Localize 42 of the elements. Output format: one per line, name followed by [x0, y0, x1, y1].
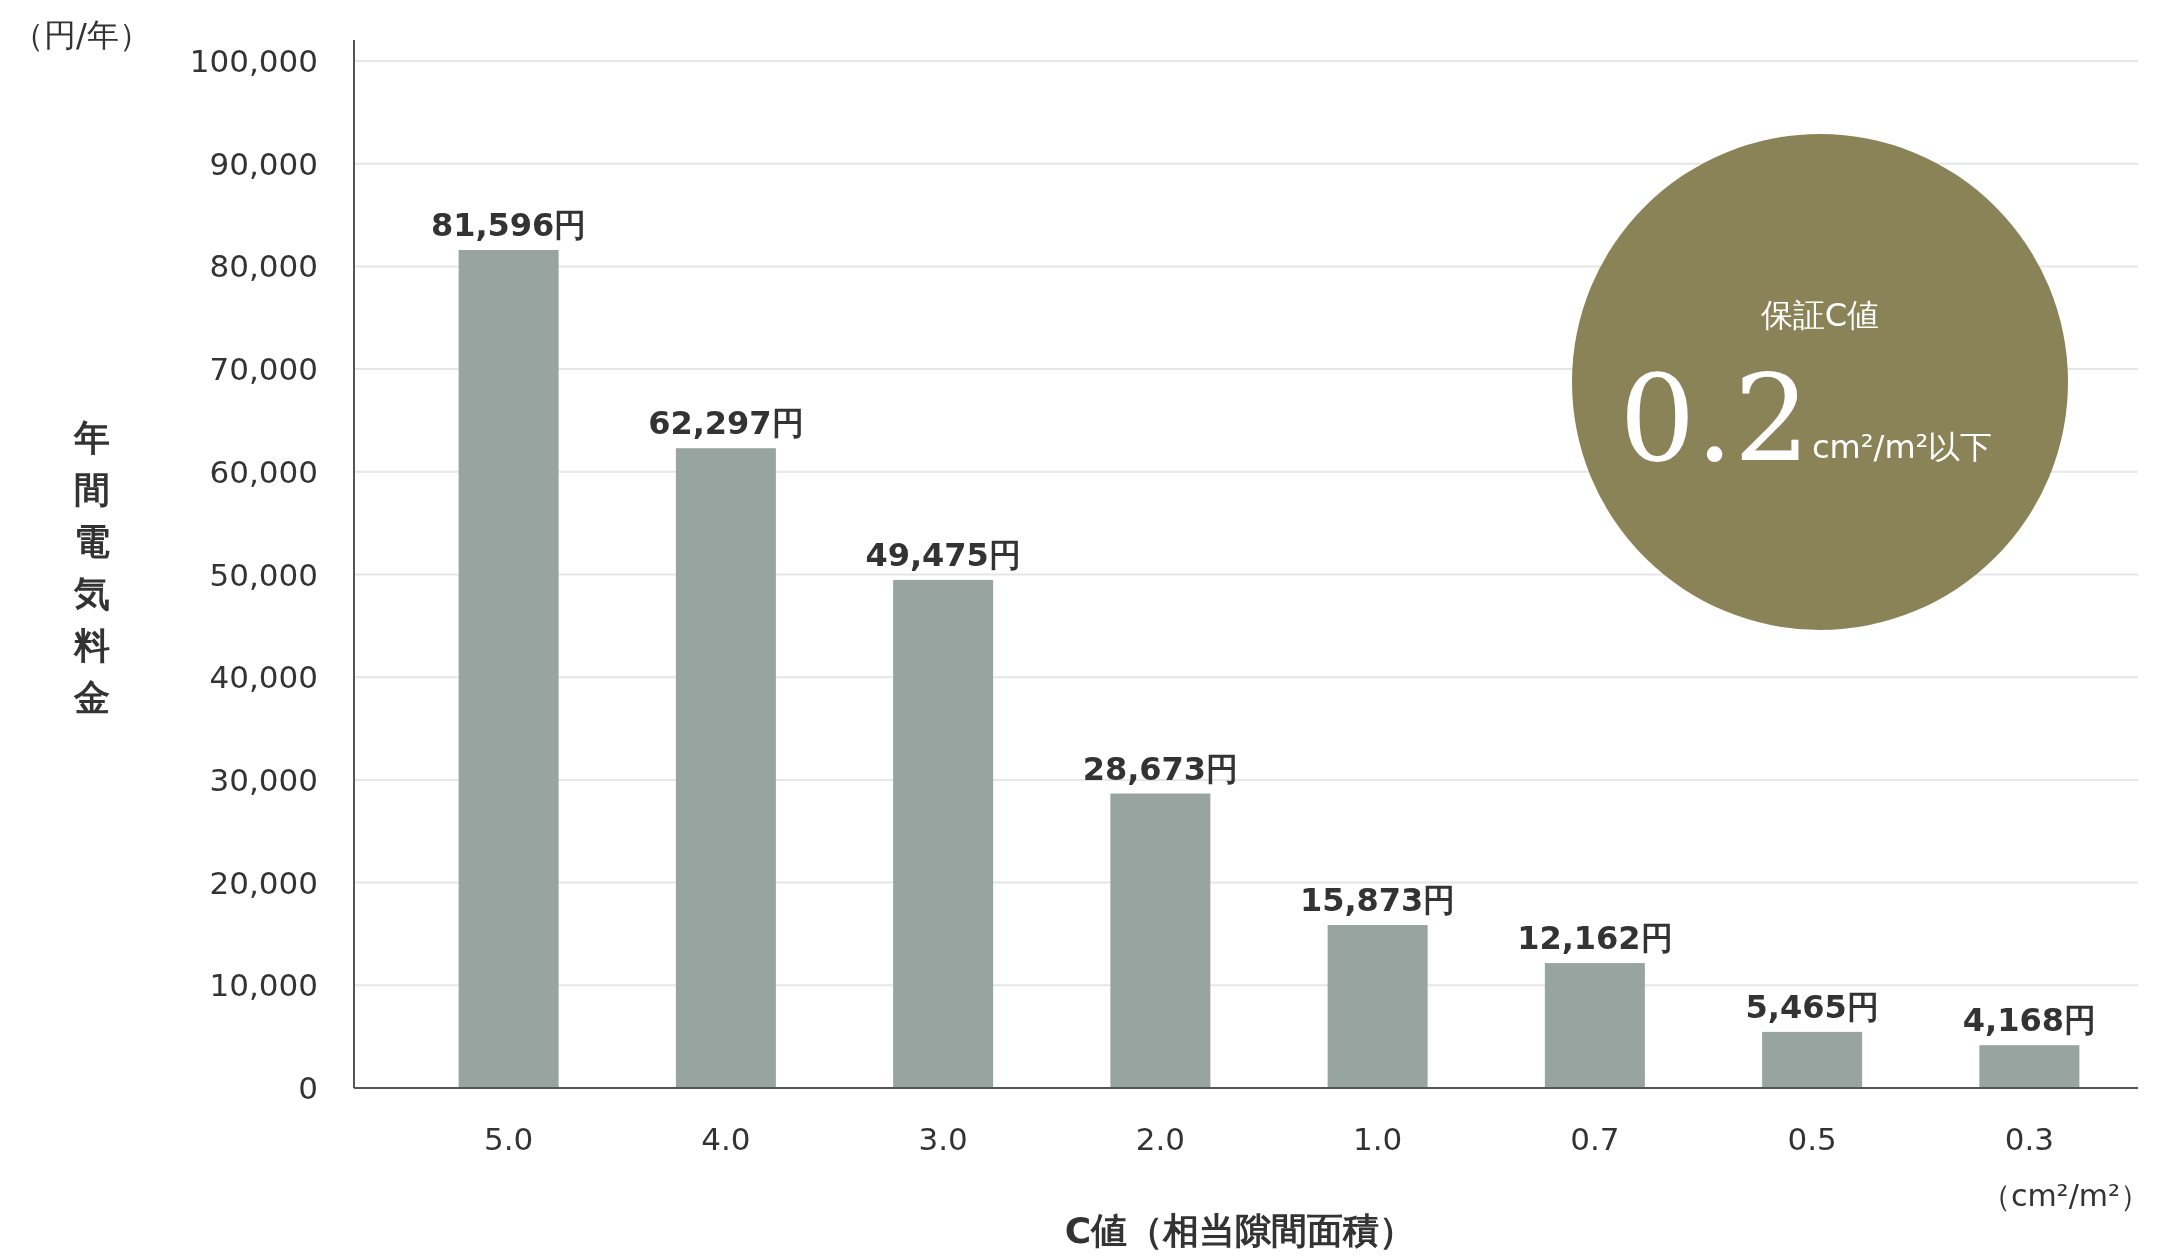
- bar: [1979, 1045, 2080, 1088]
- y-tick-label: 80,000: [209, 248, 318, 285]
- text: （cm²/m²）: [1980, 1178, 2150, 1213]
- bar: [1544, 963, 1645, 1088]
- y-tick-label: 50,000: [209, 556, 318, 593]
- data-label: 15,873円: [1299, 880, 1456, 919]
- y-tick-label: 90,000: [209, 145, 318, 182]
- y-tick-label: 100,000: [189, 43, 318, 79]
- y-axis-title: 年間電気料金: [73, 417, 110, 718]
- annotation: 保証C値: [1760, 296, 1880, 334]
- bar: [1762, 1031, 1863, 1088]
- data-label: 28,673円: [1082, 749, 1239, 788]
- bar: [675, 448, 776, 1088]
- y-tick-label: 20,000: [209, 864, 318, 901]
- annotation: 0.2: [1619, 349, 1810, 488]
- y-tick-label: 10,000: [209, 967, 318, 1004]
- y-tick-label: 30,000: [209, 761, 318, 798]
- text: （円/年）: [12, 16, 151, 54]
- data-label: 4,168円: [1962, 1001, 2096, 1040]
- x-tick-label: 3.0: [918, 1121, 968, 1157]
- x-tick-label: 0.5: [1787, 1121, 1837, 1157]
- data-label: 5,465円: [1745, 987, 1879, 1026]
- x-tick-label: 5.0: [483, 1121, 534, 1157]
- x-axis-title: C値（相当隙間面積）: [1064, 1210, 1416, 1251]
- y-tick-label: 70,000: [209, 351, 318, 388]
- data-label: 81,596円: [430, 206, 587, 245]
- bar: [1327, 924, 1428, 1088]
- x-tick-label: 0.3: [2004, 1121, 2055, 1157]
- y-tick-label: 60,000: [209, 453, 318, 490]
- bar: [458, 250, 559, 1088]
- bar: [893, 579, 994, 1088]
- annotation: cm²/m²以下: [1812, 428, 1993, 466]
- data-label: 12,162円: [1517, 919, 1673, 958]
- bar: [1110, 793, 1211, 1088]
- y-tick-label: 40,000: [209, 659, 318, 696]
- data-label: 49,475円: [865, 535, 1021, 574]
- x-tick-label: 0.7: [1570, 1121, 1620, 1157]
- data-label: 62,297円: [648, 404, 804, 443]
- x-tick-label: 4.0: [701, 1121, 751, 1157]
- x-tick-label: 1.0: [1352, 1121, 1403, 1157]
- y-tick-label: 0: [298, 1070, 318, 1106]
- x-tick-label: 2.0: [1135, 1121, 1186, 1157]
